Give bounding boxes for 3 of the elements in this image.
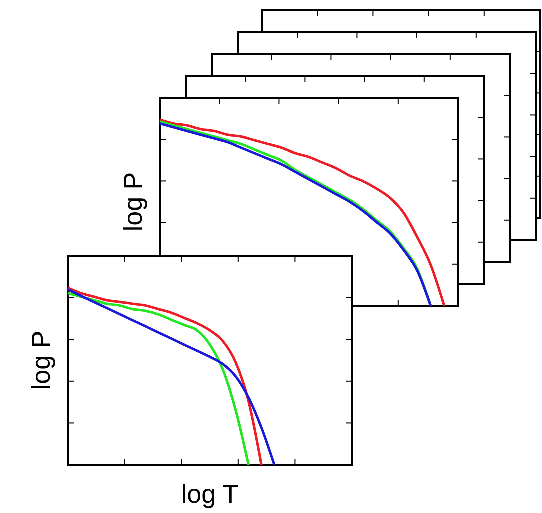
x-axis-title: log T [181, 479, 239, 509]
y-axis-title: log P [118, 172, 148, 232]
y-axis-title: log P [26, 330, 56, 390]
